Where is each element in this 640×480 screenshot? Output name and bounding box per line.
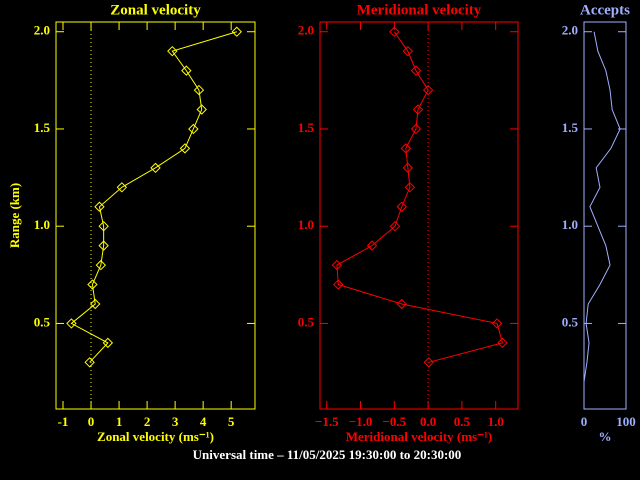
x-tick-label: 4: [200, 414, 207, 429]
y-tick-label: 1.5: [298, 120, 315, 135]
x-axis-label: Meridional velocity (ms⁻¹): [346, 429, 493, 444]
marker: [150, 162, 161, 174]
plot-frame: [319, 21, 519, 410]
plot-frame: [583, 21, 627, 410]
y-tick-label: 0.5: [298, 314, 315, 329]
y-tick-label: 2.0: [34, 23, 50, 38]
x-tick-label: −1.0: [349, 414, 373, 429]
marker: [389, 220, 401, 232]
y-tick-label: 1.5: [34, 120, 51, 135]
marker: [188, 123, 199, 135]
chart-title: Meridional velocity: [357, 2, 482, 18]
x-tick-label: 3: [172, 414, 179, 429]
y-tick-label: 1.0: [298, 217, 314, 232]
marker: [412, 104, 424, 115]
marker: [497, 337, 508, 349]
marker: [404, 182, 416, 193]
footer: Universal time – 11/05/2025 19:30:00 to …: [193, 447, 462, 462]
marker: [396, 298, 407, 310]
marker: [331, 259, 343, 271]
marker: [98, 240, 109, 251]
marker: [95, 259, 107, 271]
y-tick-label: 0.5: [562, 314, 579, 329]
x-tick-label: 0.0: [420, 414, 436, 429]
x-tick-label: 1.0: [488, 414, 504, 429]
marker: [90, 298, 101, 310]
x-tick-label: 0: [581, 414, 588, 429]
x-axis-label: %: [599, 429, 612, 444]
y-tick-label: 1.0: [562, 217, 578, 232]
x-tick-label: 100: [616, 414, 636, 429]
y-axis-label: Range (km): [7, 183, 22, 248]
y-tick-label: 2.0: [562, 23, 578, 38]
x-tick-label: 5: [228, 414, 235, 429]
plot-frame: [55, 21, 256, 410]
marker: [193, 84, 205, 96]
x-tick-label: −0.5: [382, 414, 406, 429]
marker: [231, 26, 242, 37]
marker: [410, 65, 422, 76]
marker: [402, 45, 414, 57]
x-tick-label: 0: [88, 414, 95, 429]
x-tick-label: 0.5: [454, 414, 471, 429]
marker: [366, 240, 378, 251]
marker: [196, 104, 207, 115]
data-line: [583, 31, 621, 382]
y-tick-label: 1.5: [562, 120, 579, 135]
x-tick-label: −1.5: [315, 414, 339, 429]
marker: [491, 318, 503, 329]
marker: [396, 201, 407, 212]
x-tick-label: -1: [58, 414, 69, 429]
x-tick-label: 2: [144, 414, 151, 429]
y-tick-label: 1.0: [34, 217, 50, 232]
marker: [98, 220, 109, 232]
x-tick-label: 1: [116, 414, 123, 429]
chart-title: Zonal velocity: [110, 2, 201, 18]
y-tick-label: 2.0: [298, 23, 314, 38]
x-axis-label: Zonal velocity (ms⁻¹): [97, 429, 214, 444]
y-tick-label: 0.5: [34, 314, 51, 329]
marker: [84, 357, 95, 368]
marker: [102, 337, 114, 349]
marker: [116, 182, 128, 193]
marker: [167, 45, 178, 57]
marker: [333, 279, 344, 290]
marker: [422, 84, 434, 96]
marker: [179, 143, 191, 154]
marker: [400, 143, 412, 154]
marker: [410, 123, 422, 135]
marker: [87, 279, 98, 290]
marker: [66, 318, 77, 329]
marker: [94, 201, 105, 212]
chart-title: Accepts: [580, 2, 630, 18]
marker: [181, 65, 192, 76]
data-line: [336, 31, 504, 363]
marker: [389, 26, 400, 37]
marker: [423, 357, 435, 368]
marker: [402, 162, 414, 174]
data-line: [70, 31, 237, 363]
